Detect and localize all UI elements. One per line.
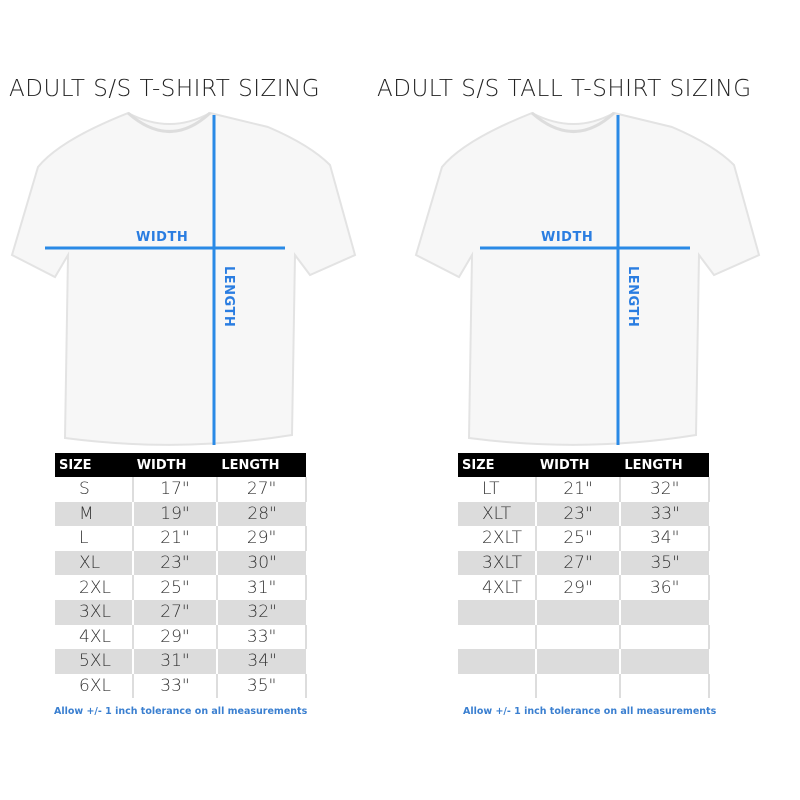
- table-cell: M: [55, 501, 134, 527]
- table-cell: XL: [55, 550, 134, 576]
- right-width-label: WIDTH: [541, 230, 594, 245]
- table-cell: [620, 599, 709, 625]
- table-cell: 32": [620, 477, 710, 502]
- column-header: SIZE: [55, 453, 133, 477]
- table-cell: 25": [535, 526, 622, 551]
- table-cell: 35": [620, 550, 709, 576]
- table-cell: 31": [132, 649, 219, 674]
- right-tolerance-note: Allow +/- 1 inch tolerance on all measur…: [463, 706, 717, 717]
- table-cell: 25": [132, 575, 219, 600]
- table-header-row: SIZE WIDTH LENGTH: [55, 453, 306, 477]
- table-cell: 27": [217, 477, 307, 502]
- table-cell: 2XLT: [458, 526, 537, 551]
- table-row: 3XLT 27" 35": [458, 550, 709, 576]
- table-cell: 32": [217, 599, 306, 625]
- left-tolerance-note: Allow +/- 1 inch tolerance on all measur…: [54, 706, 308, 717]
- table-cell: 33": [217, 624, 307, 650]
- table-cell: 29": [535, 575, 622, 600]
- table-cell: 3XL: [55, 599, 134, 625]
- table-cell: 6XL: [55, 673, 134, 699]
- table-cell: [458, 673, 537, 699]
- table-cell: [458, 599, 537, 625]
- right-title: ADULT S/S TALL T-SHIRT SIZING: [377, 76, 752, 102]
- table-cell: [458, 624, 537, 650]
- table-cell: 4XL: [55, 624, 134, 650]
- table-cell: 27": [132, 599, 219, 625]
- table-cell: [620, 624, 710, 650]
- table-cell: 33": [132, 673, 219, 699]
- table-cell: S: [55, 477, 134, 502]
- table-cell: 21": [535, 477, 622, 502]
- table-cell: LT: [458, 477, 537, 502]
- table-row: L 21" 29": [55, 526, 307, 551]
- table-row: S 17" 27": [55, 477, 307, 502]
- table-cell: 31": [217, 575, 307, 600]
- column-header: WIDTH: [132, 453, 218, 477]
- table-cell: 23": [132, 550, 219, 576]
- table-row: [458, 599, 709, 625]
- table-row: LT 21" 32": [458, 477, 710, 502]
- table-cell: 29": [132, 624, 219, 650]
- table-cell: 35": [217, 673, 307, 699]
- table-row: XLT 23" 33": [458, 501, 709, 527]
- table-row: [458, 649, 709, 674]
- table-row: [458, 673, 710, 699]
- right-tshirt-image: [414, 111, 761, 446]
- table-cell: 34": [620, 526, 710, 551]
- column-header: SIZE: [458, 453, 536, 477]
- table-cell: XLT: [458, 501, 537, 527]
- right-size-table: SIZE WIDTH LENGTH LT 21" 32" XLT 23" 33" 2XLT 25" 3…: [458, 453, 710, 699]
- table-cell: L: [55, 526, 134, 551]
- left-width-label: WIDTH: [136, 230, 189, 245]
- table-cell: [620, 673, 710, 699]
- left-length-label: LENGTH: [221, 266, 236, 328]
- table-row: 6XL 33" 35": [55, 673, 307, 699]
- table-cell: 27": [535, 550, 622, 576]
- left-size-table: SIZE WIDTH LENGTH S 17" 27" M 19" 28" L 21" 29" XL 23…: [55, 453, 307, 699]
- table-cell: 36": [620, 575, 710, 600]
- table-row: 4XLT 29" 36": [458, 575, 710, 600]
- table-row: 2XL 25" 31": [55, 575, 307, 600]
- table-cell: 5XL: [55, 649, 134, 674]
- table-cell: 29": [217, 526, 307, 551]
- table-cell: 33": [620, 501, 709, 527]
- table-cell: 3XLT: [458, 550, 537, 576]
- table-row: 3XL 27" 32": [55, 599, 306, 625]
- table-row: M 19" 28": [55, 501, 306, 527]
- table-row: 2XLT 25" 34": [458, 526, 710, 551]
- table-cell: [535, 624, 622, 650]
- table-row: 4XL 29" 33": [55, 624, 307, 650]
- table-cell: [535, 599, 622, 625]
- table-cell: 4XLT: [458, 575, 537, 600]
- table-header-row: SIZE WIDTH LENGTH: [458, 453, 709, 477]
- table-cell: 23": [535, 501, 622, 527]
- table-cell: 19": [132, 501, 219, 527]
- right-length-label: LENGTH: [625, 266, 640, 328]
- table-cell: 17": [132, 477, 219, 502]
- table-cell: [535, 673, 622, 699]
- table-cell: 28": [217, 501, 306, 527]
- table-cell: 30": [217, 550, 306, 576]
- table-cell: 2XL: [55, 575, 134, 600]
- table-cell: [620, 649, 709, 674]
- table-cell: 21": [132, 526, 219, 551]
- table-row: [458, 624, 710, 650]
- left-title: ADULT S/S T-SHIRT SIZING: [9, 76, 321, 102]
- column-header: WIDTH: [535, 453, 621, 477]
- column-header: LENGTH: [217, 453, 306, 477]
- table-cell: [458, 649, 537, 674]
- table-row: 5XL 31" 34": [55, 649, 306, 674]
- table-row: XL 23" 30": [55, 550, 306, 576]
- table-cell: [535, 649, 622, 674]
- column-header: LENGTH: [620, 453, 709, 477]
- table-cell: 34": [217, 649, 306, 674]
- left-tshirt-image: [10, 111, 357, 446]
